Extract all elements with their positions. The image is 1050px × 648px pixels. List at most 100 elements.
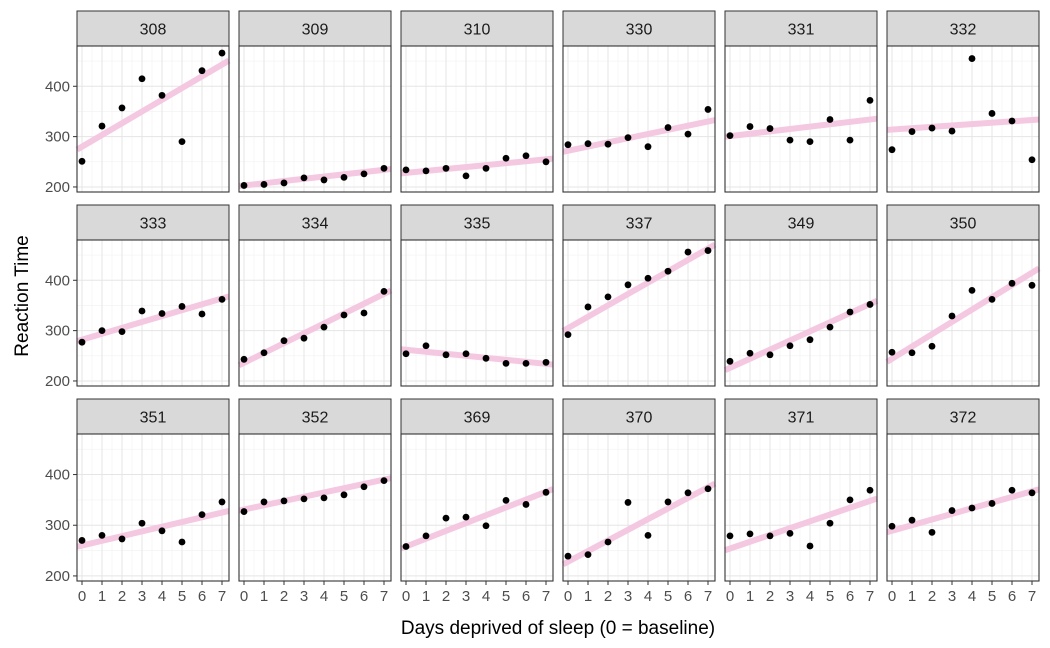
- point-372-day-6: [1008, 486, 1016, 494]
- point-349-day-0: [726, 357, 734, 365]
- panel-border: [400, 45, 554, 193]
- point-331-day-5: [826, 116, 834, 123]
- point-332-day-7: [1028, 156, 1036, 164]
- point-333-day-1: [98, 327, 106, 335]
- point-330-day-3: [624, 134, 632, 142]
- plot-area: [563, 434, 715, 581]
- point-372-day-3: [948, 507, 956, 514]
- point-330-day-4: [644, 143, 652, 151]
- point-351-day-6: [198, 511, 206, 518]
- x-tick-label: 2: [766, 588, 774, 605]
- strip-309: [238, 10, 392, 47]
- strip-label-308: 308: [140, 22, 167, 39]
- point-331-day-6: [846, 136, 854, 144]
- x-tick-label: 4: [644, 588, 652, 605]
- x-tick-label: 1: [746, 588, 754, 605]
- y-tick-label: 200: [45, 179, 70, 196]
- point-310-day-0: [402, 166, 410, 174]
- point-352-day-2: [280, 497, 288, 505]
- x-tick-label: 7: [380, 588, 388, 605]
- y-tick-label: 300: [45, 323, 70, 340]
- x-tick-label: 2: [280, 588, 288, 605]
- panel-333: 333 200 300 400: [45, 204, 230, 390]
- y-tick-label: 200: [45, 568, 70, 585]
- panel-border: [886, 239, 1040, 387]
- panel-350: 350: [885, 204, 1041, 387]
- x-tick-label: 7: [866, 588, 874, 605]
- strip-335: [400, 204, 554, 241]
- point-370-day-1: [584, 551, 592, 559]
- panel-372: 372 0 1 2 3 4 5 6 7: [886, 398, 1040, 605]
- panel-369: 369 0 1 2 3 4 5 6 7: [399, 398, 555, 605]
- point-330-day-6: [684, 130, 692, 138]
- strip-370: [562, 398, 716, 435]
- x-tick-label: 5: [664, 588, 672, 605]
- point-337-day-3: [624, 281, 632, 289]
- x-tick-label: 2: [928, 588, 936, 605]
- strip-label-335: 335: [464, 216, 491, 233]
- point-309-day-5: [340, 174, 348, 181]
- point-308-day-7: [218, 49, 226, 57]
- point-371-day-4: [806, 542, 814, 550]
- panel-332: 332: [886, 10, 1040, 193]
- y-tick-label: 400: [45, 272, 70, 289]
- point-309-day-7: [380, 164, 388, 172]
- point-372-day-4: [968, 504, 976, 512]
- point-309-day-4: [320, 176, 328, 184]
- point-352-day-3: [300, 495, 308, 503]
- panel-371: 371 0 1 2 3 4 5 6 7: [724, 398, 878, 605]
- panel-border: [238, 433, 392, 582]
- x-tick-label: 0: [888, 588, 896, 605]
- point-351-day-7: [218, 498, 226, 506]
- x-tick-label: 0: [78, 588, 86, 605]
- strip-label-330: 330: [626, 22, 653, 39]
- point-337-day-5: [664, 267, 672, 275]
- x-tick-label: 6: [1008, 588, 1016, 605]
- point-332-day-4: [968, 55, 976, 62]
- plot-area: [887, 434, 1039, 581]
- panel-334: 334: [237, 204, 393, 387]
- point-310-day-2: [442, 164, 450, 172]
- x-tick-label: 2: [118, 588, 126, 605]
- strip-351: [76, 398, 230, 435]
- x-tick-label: 5: [340, 588, 348, 605]
- point-335-day-4: [482, 354, 490, 362]
- fit-line-331: [724, 115, 878, 140]
- x-tick-label: 4: [482, 588, 490, 605]
- point-371-day-2: [766, 532, 774, 540]
- plot-area: [77, 434, 229, 581]
- x-tick-label: 5: [178, 588, 186, 605]
- x-tick-label: 3: [948, 588, 956, 605]
- x-tick-label: 3: [300, 588, 308, 605]
- point-330-day-0: [564, 141, 572, 149]
- point-334-day-3: [300, 334, 308, 342]
- x-tick-label: 7: [704, 588, 712, 605]
- point-334-day-5: [340, 311, 348, 319]
- point-308-day-2: [118, 104, 126, 112]
- panel-331: 331: [724, 10, 878, 193]
- point-369-day-0: [402, 543, 410, 550]
- point-349-day-3: [786, 342, 794, 350]
- point-309-day-6: [360, 170, 368, 178]
- point-352-day-4: [320, 494, 328, 502]
- point-332-day-2: [928, 124, 936, 132]
- panel-349: 349: [723, 204, 879, 387]
- x-tick-label: 1: [98, 588, 106, 605]
- point-371-day-3: [786, 529, 794, 537]
- strip-label-310: 310: [464, 22, 491, 39]
- x-tick-label: 3: [138, 588, 146, 605]
- point-308-day-6: [198, 67, 206, 75]
- x-tick-label: 6: [522, 588, 530, 605]
- panel-352: 352 0 1 2 3 4 5 6 7: [238, 398, 392, 605]
- point-369-day-2: [442, 514, 450, 522]
- point-332-day-5: [988, 110, 996, 117]
- strip-label-333: 333: [140, 216, 167, 233]
- x-tick-label: 3: [624, 588, 632, 605]
- x-tick-label: 6: [360, 588, 368, 605]
- panel-border: [400, 433, 554, 582]
- point-349-day-5: [826, 323, 834, 331]
- point-349-day-4: [806, 336, 814, 344]
- point-332-day-6: [1008, 117, 1016, 125]
- point-310-day-3: [462, 172, 470, 180]
